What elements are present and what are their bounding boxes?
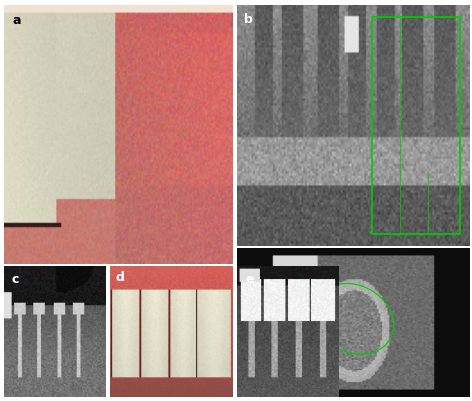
Text: d: d	[116, 271, 125, 284]
Text: a: a	[13, 14, 21, 27]
Text: e: e	[245, 272, 254, 285]
Text: b: b	[244, 13, 253, 26]
Bar	[372, 18, 460, 235]
Text: c: c	[12, 272, 19, 285]
